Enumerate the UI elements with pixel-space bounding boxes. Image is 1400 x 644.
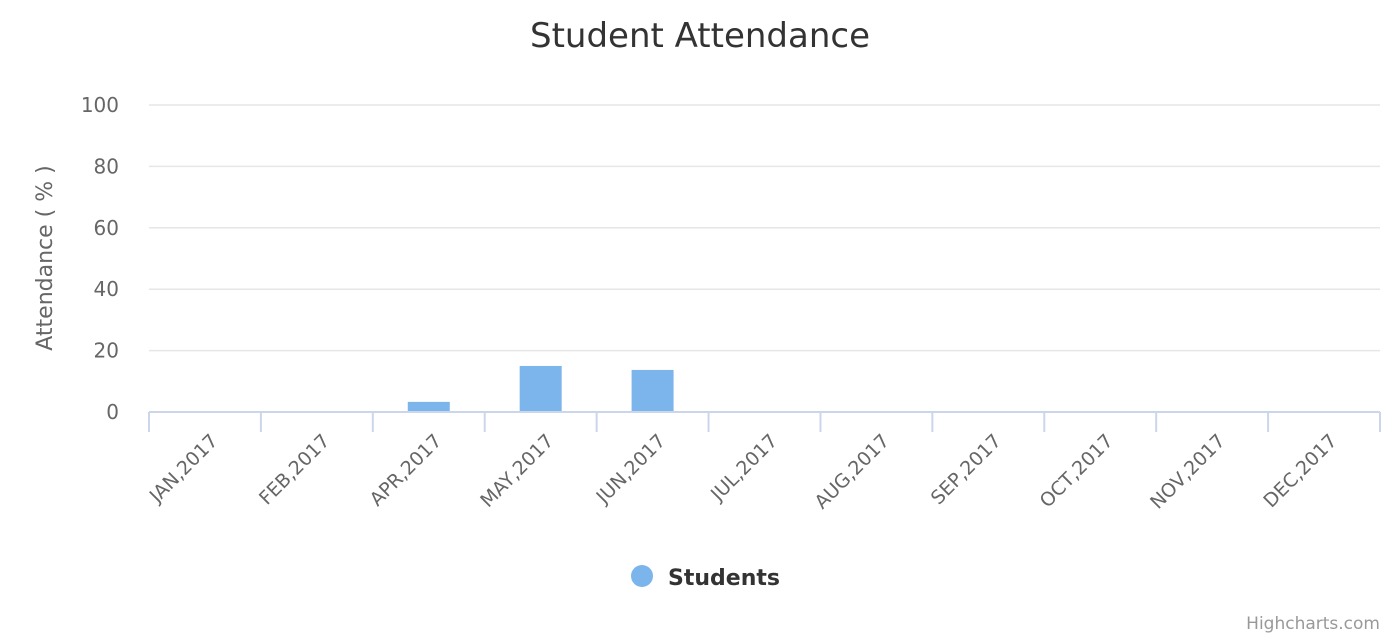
x-tick-label: NOV,2017 [1146,430,1230,514]
y-tick-label: 20 [94,339,119,363]
legend-item-students[interactable]: Students [668,566,780,591]
y-tick-label: 80 [94,154,119,178]
grid-layer [149,104,1380,352]
x-tick-label: MAY,2017 [476,430,558,512]
bar-apr-2017[interactable] [407,401,450,412]
axis-layer: 0 20 40 60 80 100 JAN,2017 FEB,2017 APR,2017 MAY,… [81,93,1381,514]
x-tick-label: DEC,2017 [1259,430,1341,512]
y-tick-label: 0 [106,400,119,424]
x-tick-label: FEB,2017 [255,430,334,509]
y-axis-title: Attendance ( % ) [33,165,58,350]
bar-layer [407,365,674,412]
x-tick-label: JUN,2017 [592,430,671,509]
y-tick-label: 100 [81,93,119,117]
y-tick-label: 60 [94,216,119,240]
bar-may-2017[interactable] [519,365,562,412]
x-tick-label: SEP,2017 [927,430,1006,509]
legend-symbol-students[interactable] [631,565,653,587]
legend[interactable]: Students [631,565,780,591]
credits-link[interactable]: Highcharts.com [1246,614,1380,634]
y-tick-label: 40 [94,277,119,301]
x-tick-label: AUG,2017 [810,430,893,513]
x-tick-label: APR,2017 [366,430,447,511]
bar-jun-2017[interactable] [631,369,674,412]
x-tick-label: JAN,2017 [145,430,223,508]
chart-title: Student Attendance [530,16,870,56]
x-tick-label: OCT,2017 [1036,430,1118,512]
x-tick-label: JUL,2017 [706,430,782,506]
